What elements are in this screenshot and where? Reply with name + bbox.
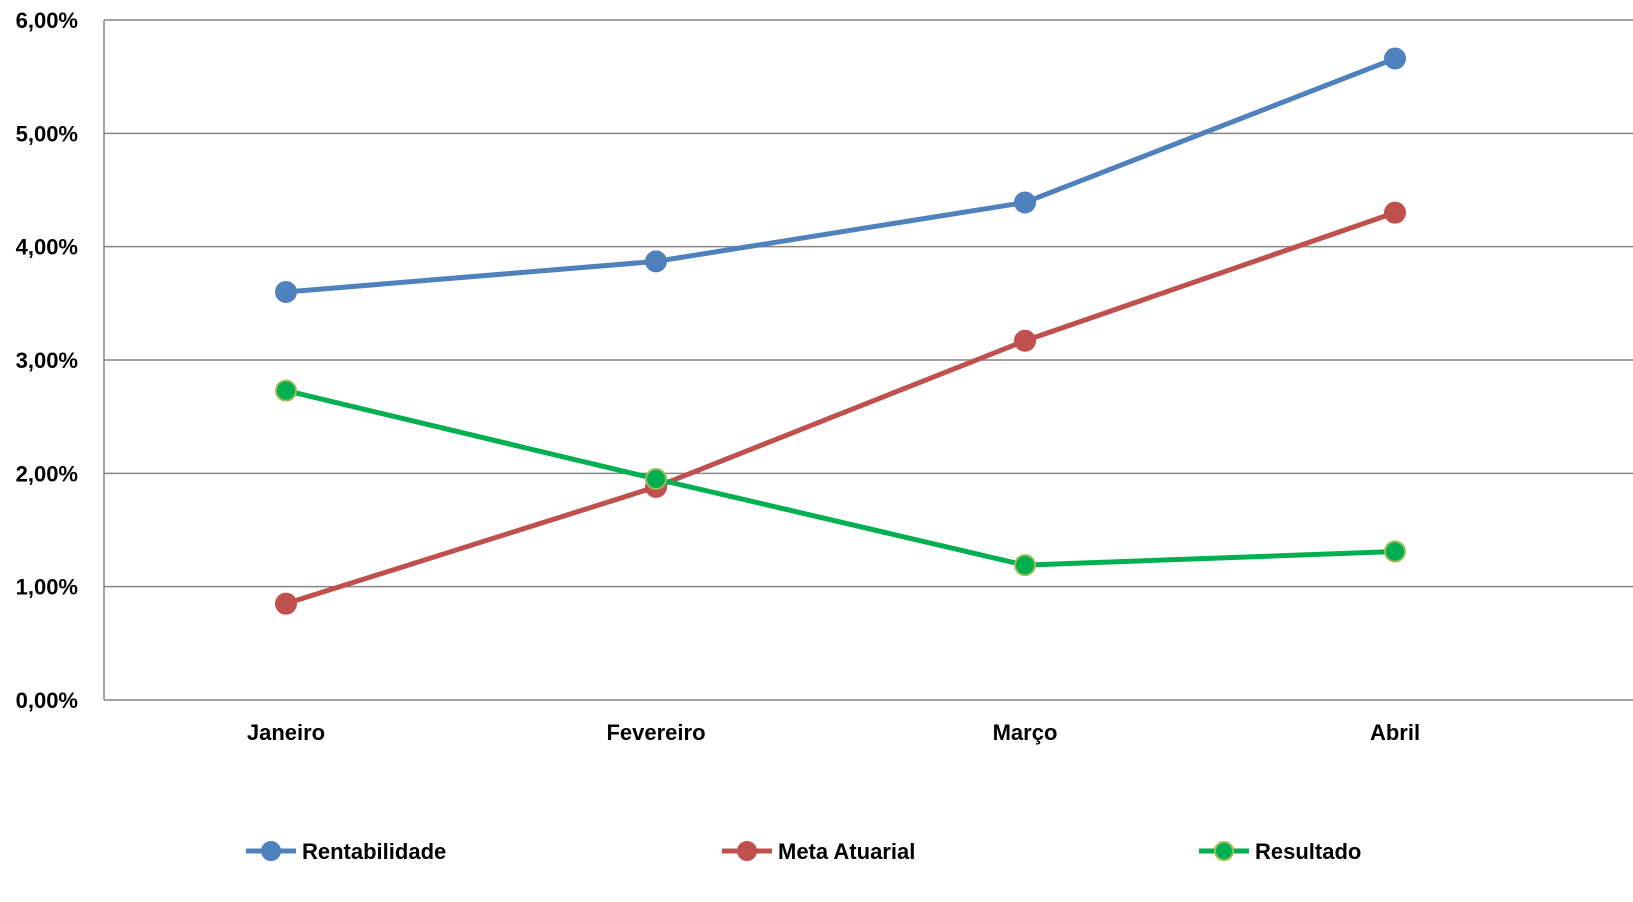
y-tick-label: 5,00% <box>16 121 78 146</box>
y-tick-label: 3,00% <box>16 348 78 373</box>
data-point-resultado <box>645 468 667 490</box>
legend-marker-resultado <box>1214 841 1234 861</box>
data-point-resultado <box>1384 540 1406 563</box>
y-tick-label: 0,00% <box>16 688 78 713</box>
data-point-rentabilidade <box>645 250 667 273</box>
legend-label-meta-atuarial: Meta Atuarial <box>778 839 915 864</box>
legend-item-resultado: Resultado <box>1199 839 1361 864</box>
legend-marker-rentabilidade <box>261 841 281 861</box>
data-point-resultado <box>1014 554 1036 577</box>
y-tick-label: 4,00% <box>16 235 78 260</box>
y-tick-label: 1,00% <box>16 575 78 600</box>
x-tick-label: Fevereiro <box>606 720 705 745</box>
data-point-rentabilidade <box>1384 47 1406 70</box>
x-axis-tick-labels: Janeiro Fevereiro Março Abril <box>247 720 1420 745</box>
data-point-rentabilidade <box>1014 191 1036 214</box>
x-tick-label: Janeiro <box>247 720 325 745</box>
gridlines <box>104 19 1633 701</box>
series-line-meta-atuarial <box>285 210 1396 607</box>
legend-label-resultado: Resultado <box>1255 839 1361 864</box>
legend-item-rentabilidade: Rentabilidade <box>246 839 446 864</box>
x-tick-label: Abril <box>1370 720 1420 745</box>
data-point-meta-atuarial <box>1384 201 1406 224</box>
series-line-resultado <box>285 388 1396 568</box>
legend-item-meta-atuarial: Meta Atuarial <box>722 839 915 864</box>
legend: Rentabilidade Meta Atuarial Resultado <box>246 839 1361 864</box>
data-point-rentabilidade <box>275 281 297 303</box>
series-line-rentabilidade <box>285 56 1396 295</box>
legend-marker-meta-atuarial <box>737 841 757 861</box>
legend-label-rentabilidade: Rentabilidade <box>302 839 446 864</box>
data-point-meta-atuarial <box>1014 329 1036 352</box>
y-tick-label: 2,00% <box>16 461 78 486</box>
series-lines <box>275 47 1406 615</box>
y-tick-label: 6,00% <box>16 8 78 33</box>
x-tick-label: Março <box>993 720 1058 745</box>
data-point-resultado <box>275 379 297 402</box>
y-axis-tick-labels: 0,00% 1,00% 2,00% 3,00% 4,00% 5,00% 6,00% <box>16 8 78 713</box>
data-point-meta-atuarial <box>275 592 297 615</box>
